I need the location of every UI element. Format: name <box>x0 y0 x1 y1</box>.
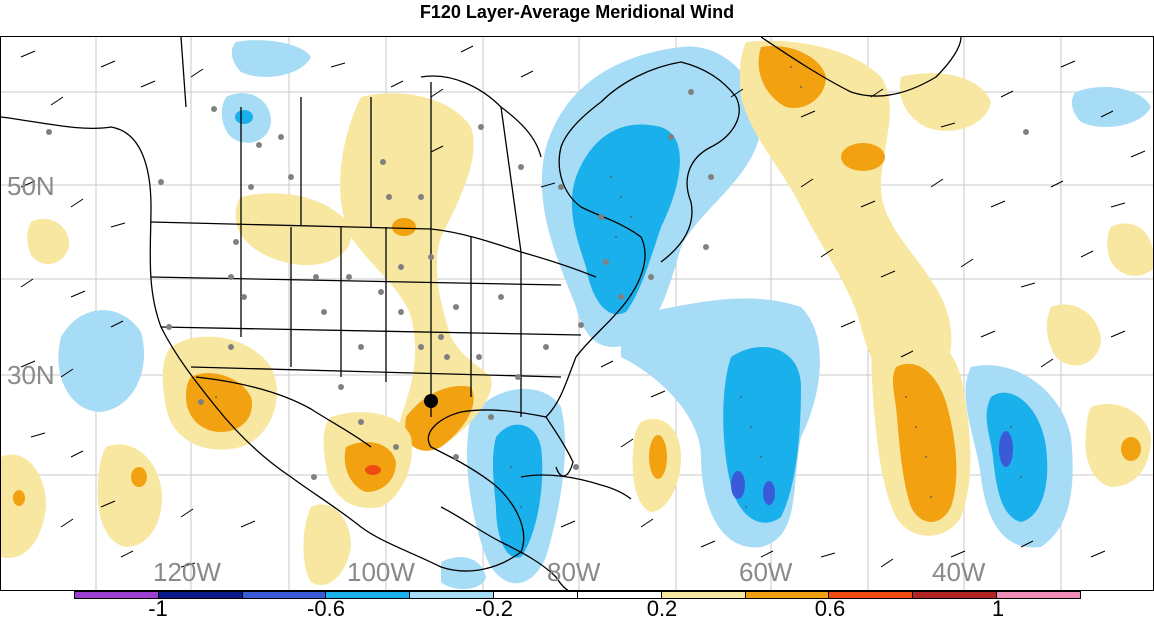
pos-region-north-lakes <box>355 193 426 259</box>
lon-label-60w: 60W <box>739 557 793 587</box>
colorbar-segment-10 <box>912 592 997 598</box>
pos-region-atlantic-north-core <box>758 46 826 108</box>
coast-hudson-bay <box>420 75 542 158</box>
colorbar-segment-0 <box>75 592 158 598</box>
neg-region-atlantic-strong <box>731 471 745 499</box>
pos-region-great-lakes <box>235 193 352 266</box>
pos-region-southwest-core <box>186 373 252 432</box>
map-canvas <box>1 37 1153 590</box>
positive-wind-contours <box>1 40 1153 586</box>
state-lines-1 <box>240 225 522 417</box>
wind-barbs <box>20 45 1146 568</box>
lon-label-80w: 80W <box>547 557 601 587</box>
colorbar-segment-8 <box>744 592 829 598</box>
observation-stations <box>46 89 1029 480</box>
pos-region-pacific-far <box>1 454 46 558</box>
coastlines-and-borders <box>1 37 962 590</box>
pos-region-atlantic-north <box>739 40 952 398</box>
border-alaska <box>180 37 187 108</box>
colorbar-segment-1 <box>157 592 242 598</box>
colorbar-tick: 0.2 <box>646 596 678 621</box>
neg-region-pacific <box>58 310 145 412</box>
pos-region-pacific-far-core <box>13 490 25 506</box>
pos-region-far-east <box>1085 403 1151 487</box>
colorbar <box>74 591 1081 599</box>
significance-stippling <box>215 66 1022 508</box>
colorbar-segment-4 <box>409 592 494 598</box>
pos-region-mexico-strong <box>365 465 381 475</box>
pos-region-pacific-west <box>97 444 162 547</box>
lon-label-40w: 40W <box>932 557 986 587</box>
coast-labrador <box>600 61 740 263</box>
pos-region-nw-atlantic-2 <box>899 73 991 131</box>
negative-wind-contours <box>58 40 1151 589</box>
coast-cuba <box>520 474 632 500</box>
coast-florida <box>545 416 574 477</box>
colorbar-segment-9 <box>828 592 913 598</box>
neg-region-atlantic-strong-2 <box>763 481 775 505</box>
pos-region-pacific-west-core <box>131 467 147 487</box>
pos-region-atlantic-north-core-2 <box>841 143 885 171</box>
state-lines-2 <box>150 276 582 378</box>
province-lines <box>240 82 522 253</box>
border-us-canada <box>150 221 597 278</box>
pos-region-pacific-south <box>303 504 351 586</box>
coast-greenland <box>760 37 962 97</box>
neg-region-east-atlantic-strong <box>999 431 1013 467</box>
pos-region-texas-gulf <box>405 386 474 451</box>
chart-title: F120 Layer-Average Meridional Wind <box>419 2 735 22</box>
storm-center-marker <box>424 394 438 408</box>
pos-region-caribbean-east-core <box>649 435 667 479</box>
pos-region-east-edge <box>1107 223 1153 276</box>
colorbar-tick: -0.6 <box>307 596 345 621</box>
neg-region-ne-atlantic <box>1071 87 1151 127</box>
neg-region-alaska-core <box>235 110 253 124</box>
lon-label-100w: 100W <box>347 557 415 587</box>
pos-region-north-lakes-core <box>392 218 416 236</box>
colorbar-segment-7 <box>660 592 745 598</box>
coast-north-america <box>1 101 646 572</box>
colorbar-segment-6 <box>576 592 661 598</box>
colorbar-labels: -1 -0.6 -0.2 0.2 0.6 1 <box>0 596 1154 622</box>
neg-region-caribbean-core <box>492 424 543 558</box>
pos-region-pacific-nw <box>27 218 70 265</box>
map-panel: 50N 30N 120W 100W 80W 60W 40W <box>0 36 1154 591</box>
colorbar-segment-3 <box>325 592 410 598</box>
pos-region-central-us <box>340 93 492 450</box>
colorbar-tick: -0.2 <box>475 596 513 621</box>
central-america <box>440 506 569 590</box>
neg-region-canada-core <box>571 124 680 315</box>
pos-region-atlantic-central-core <box>892 363 957 522</box>
colorbar-segment-5 <box>493 592 577 598</box>
pos-region-far-east-core <box>1121 437 1141 461</box>
colorbar-segment-11 <box>996 592 1080 598</box>
colorbar-tick: -1 <box>148 596 168 621</box>
pos-region-east-small <box>1046 304 1101 366</box>
border-us-mexico <box>195 376 372 448</box>
colorbar-segment-2 <box>241 592 326 598</box>
neg-region-nw <box>231 40 311 77</box>
lon-label-120w: 120W <box>153 557 221 587</box>
colorbar-tick: 0.6 <box>814 596 846 621</box>
lat-label-50n: 50N <box>7 171 55 201</box>
lat-label-30n: 30N <box>7 360 55 390</box>
colorbar-tick: 1 <box>991 596 1005 621</box>
neg-region-east-atlantic-core <box>986 392 1048 522</box>
neg-region-south-small <box>441 557 486 589</box>
